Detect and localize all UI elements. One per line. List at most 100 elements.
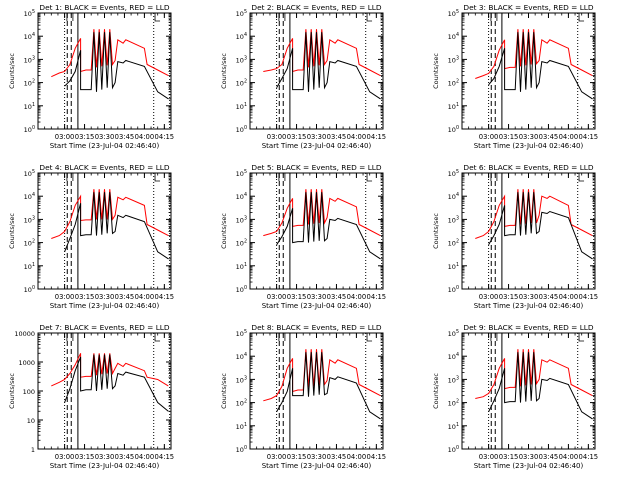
y-tick-label: 103	[448, 55, 459, 64]
events-series	[64, 32, 169, 100]
y-tick-label: 103	[236, 215, 247, 224]
y-tick-label: 103	[24, 55, 35, 64]
y-tick-label: 102	[236, 239, 247, 248]
y-tick-label: 105	[236, 169, 247, 178]
x-tick-label: 04:00	[347, 453, 367, 461]
lld-series	[475, 349, 593, 399]
interval-bracket-marker	[578, 333, 585, 342]
x-axis-label: Start Time (23-Jul-04 02:46:40)	[474, 462, 584, 470]
x-tick-label: 04:15	[367, 293, 387, 301]
detector-panel: Det 7: BLACK = Events, RED = LLD 1 10 100 10…	[8, 323, 174, 470]
y-tick-label: 105	[236, 329, 247, 338]
x-tick-label: 04:00	[135, 453, 155, 461]
y-tick-label: 100	[448, 285, 459, 294]
x-tick-label: 04:00	[347, 133, 367, 141]
events-series	[488, 192, 593, 260]
y-axis-label: Counts/sec	[220, 213, 228, 249]
x-tick-label: 03:30	[519, 133, 539, 141]
x-tick-label: 03:45	[327, 293, 347, 301]
y-axis-label: Counts/sec	[8, 373, 16, 409]
y-tick-label: 105	[448, 329, 459, 338]
lld-series	[475, 29, 593, 79]
x-tick-label: 04:15	[155, 133, 175, 141]
x-tick-label: 04:00	[559, 453, 579, 461]
x-tick-label: 03:45	[115, 293, 135, 301]
x-tick-label: 03:30	[519, 293, 539, 301]
y-tick-label: 104	[236, 352, 247, 361]
y-tick-label: 101	[448, 422, 459, 431]
y-tick-label: 104	[448, 352, 459, 361]
lld-series	[51, 353, 169, 387]
y-axis-label: Counts/sec	[432, 213, 440, 249]
x-tick-label: 03:30	[95, 293, 115, 301]
x-tick-label: 04:15	[579, 453, 599, 461]
x-tick-label: 03:00	[267, 133, 287, 141]
x-tick-label: 03:30	[307, 453, 327, 461]
x-tick-label: 04:00	[559, 293, 579, 301]
interval-bracket-marker	[154, 13, 161, 22]
x-tick-label: 03:45	[327, 133, 347, 141]
x-tick-label: 03:45	[115, 133, 135, 141]
x-tick-label: 03:00	[55, 133, 75, 141]
detector-panel: Det 9: BLACK = Events, RED = LLD 100 101 10…	[432, 323, 598, 470]
interval-bracket-marker	[366, 173, 373, 182]
x-tick-label: 04:00	[135, 133, 155, 141]
x-axis-label: Start Time (23-Jul-04 02:46:40)	[262, 302, 372, 310]
x-axis-label: Start Time (23-Jul-04 02:46:40)	[474, 302, 584, 310]
detector-panel: Det 1: BLACK = Events, RED = LLD 100 101 10…	[8, 3, 174, 150]
events-series	[64, 354, 169, 412]
interval-bracket-marker	[278, 332, 286, 341]
events-series	[488, 352, 593, 420]
panel-title: Det 3: BLACK = Events, RED = LLD	[463, 3, 594, 12]
x-tick-label: 03:00	[55, 453, 75, 461]
panel-title: Det 6: BLACK = Events, RED = LLD	[463, 163, 594, 172]
y-axis-label: Counts/sec	[220, 373, 228, 409]
detector-panel: Det 2: BLACK = Events, RED = LLD 100 101 10…	[220, 3, 386, 150]
y-tick-label: 10	[27, 417, 35, 425]
x-tick-label: 03:15	[75, 293, 95, 301]
interval-bracket-marker	[66, 12, 74, 21]
detector-panel: Det 3: BLACK = Events, RED = LLD 100 101 10…	[432, 3, 598, 150]
y-tick-label: 102	[24, 79, 35, 88]
x-tick-label: 03:30	[519, 453, 539, 461]
y-tick-label: 1	[31, 446, 35, 454]
y-tick-label: 104	[236, 32, 247, 41]
x-tick-label: 03:45	[115, 453, 135, 461]
x-axis-label: Start Time (23-Jul-04 02:46:40)	[262, 142, 372, 150]
x-tick-label: 03:00	[479, 293, 499, 301]
x-tick-label: 03:15	[75, 453, 95, 461]
x-tick-label: 03:30	[307, 133, 327, 141]
x-tick-label: 03:00	[479, 453, 499, 461]
y-tick-label: 104	[448, 32, 459, 41]
y-axis-label: Counts/sec	[220, 53, 228, 89]
y-tick-label: 101	[236, 262, 247, 271]
y-tick-label: 101	[448, 262, 459, 271]
y-tick-label: 101	[24, 262, 35, 271]
events-series	[276, 352, 381, 420]
x-axis-label: Start Time (23-Jul-04 02:46:40)	[262, 462, 372, 470]
y-tick-label: 103	[236, 55, 247, 64]
y-axis-label: Counts/sec	[8, 53, 16, 89]
y-tick-label: 102	[448, 79, 459, 88]
panel-title: Det 7: BLACK = Events, RED = LLD	[39, 323, 170, 332]
x-tick-label: 04:15	[579, 293, 599, 301]
interval-bracket-marker	[278, 12, 286, 21]
lld-series	[263, 349, 381, 402]
x-tick-label: 04:00	[559, 133, 579, 141]
y-tick-label: 105	[448, 9, 459, 18]
y-tick-label: 100	[448, 125, 459, 134]
x-tick-label: 03:15	[499, 453, 519, 461]
panel-title: Det 2: BLACK = Events, RED = LLD	[251, 3, 382, 12]
y-tick-label: 100	[236, 125, 247, 134]
y-tick-label: 100	[24, 125, 35, 134]
lld-series	[263, 189, 381, 237]
interval-bracket-marker	[66, 332, 74, 341]
interval-bracket-marker	[278, 172, 286, 181]
events-series	[276, 32, 381, 100]
x-tick-label: 04:15	[367, 133, 387, 141]
y-tick-label: 104	[236, 192, 247, 201]
interval-bracket-marker	[578, 173, 585, 182]
y-tick-label: 104	[24, 192, 35, 201]
interval-bracket-marker	[154, 173, 161, 182]
